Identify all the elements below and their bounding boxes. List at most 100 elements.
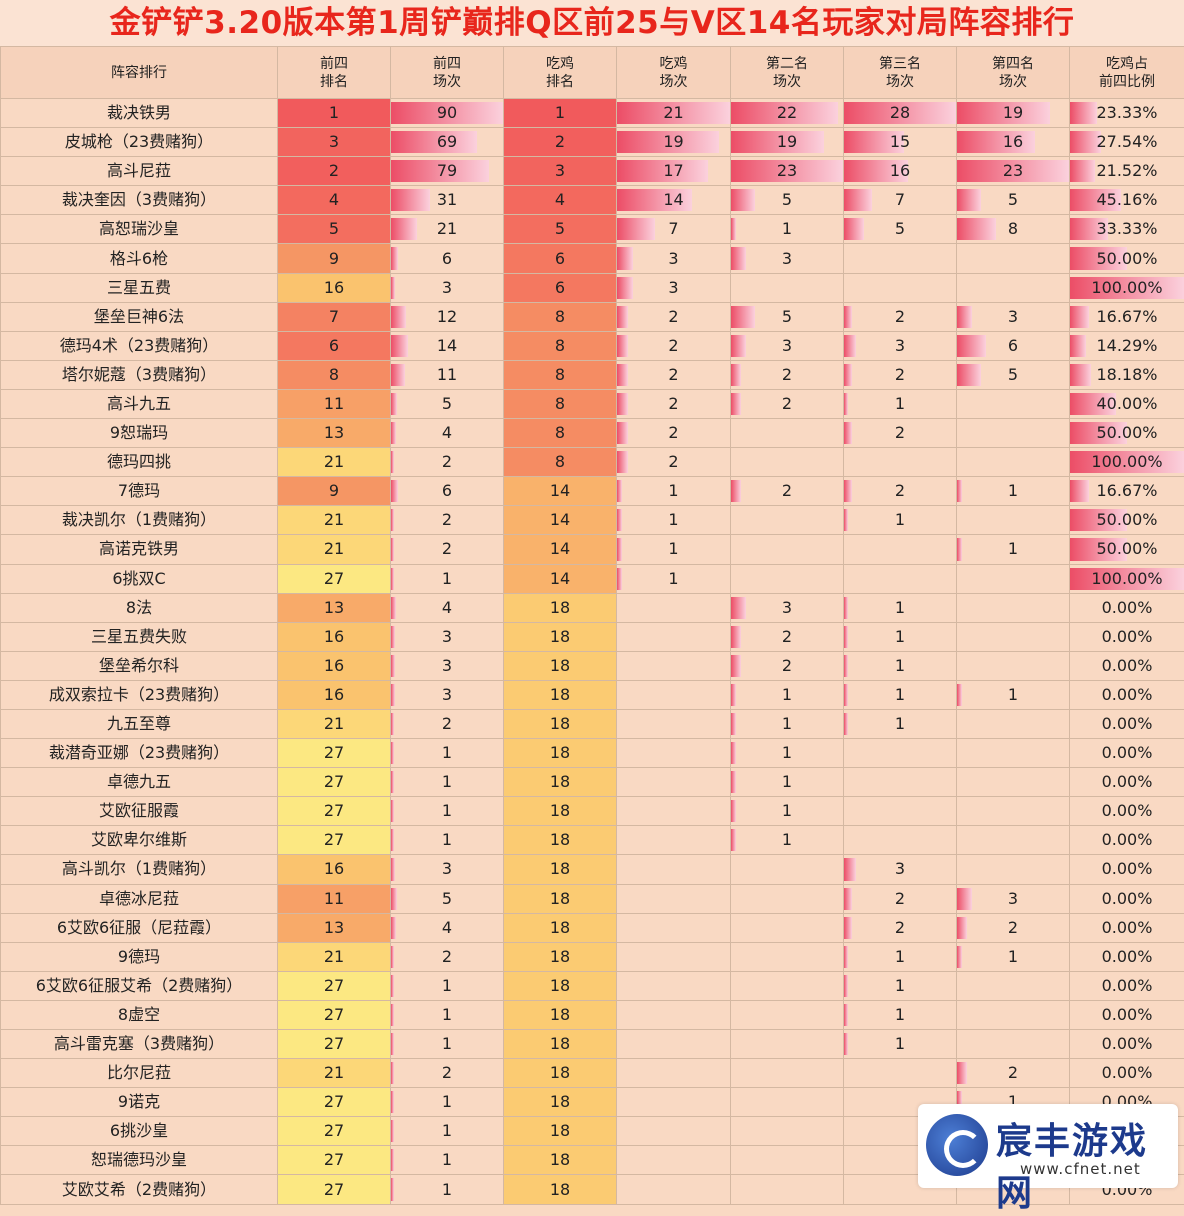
cell-value: 2 bbox=[782, 365, 792, 384]
win-rank-cell: 14 bbox=[504, 506, 617, 535]
lineup-name: 比尔尼菈 bbox=[1, 1059, 278, 1088]
cell-value: 1 bbox=[1008, 481, 1018, 500]
cell-value: 28 bbox=[890, 103, 910, 122]
win-ratio-cell: 16.67% bbox=[1070, 302, 1184, 331]
cell-value: 1 bbox=[895, 976, 905, 995]
lineup-name: 三星五费失败 bbox=[1, 622, 278, 651]
cell-value: 5 bbox=[1008, 190, 1018, 209]
top4-count-cell: 1 bbox=[391, 739, 504, 768]
cell-value: 5 bbox=[782, 190, 792, 209]
win-rank-cell: 8 bbox=[504, 419, 617, 448]
second-count-cell bbox=[731, 884, 844, 913]
second-count-cell bbox=[731, 971, 844, 1000]
win-rank-cell: 18 bbox=[504, 1146, 617, 1175]
second-count-cell bbox=[731, 1088, 844, 1117]
third-count-cell: 1 bbox=[844, 709, 957, 738]
top4-count-cell: 11 bbox=[391, 360, 504, 389]
cell-value: 23 bbox=[1003, 161, 1023, 180]
second-count-cell: 2 bbox=[731, 477, 844, 506]
top4-rank-cell: 5 bbox=[278, 215, 391, 244]
lineup-name: 成双索拉卡（23费赌狗） bbox=[1, 680, 278, 709]
cell-value: 0.00% bbox=[1102, 598, 1153, 617]
data-bar bbox=[731, 335, 746, 357]
lineup-name: 卓德冰尼菈 bbox=[1, 884, 278, 913]
data-bar bbox=[391, 568, 394, 590]
data-bar bbox=[731, 713, 736, 735]
data-bar bbox=[1070, 364, 1091, 386]
third-count-cell bbox=[844, 448, 957, 477]
data-bar bbox=[391, 597, 396, 619]
top4-rank-cell: 13 bbox=[278, 913, 391, 942]
cell-value: 1 bbox=[782, 801, 792, 820]
cell-value: 1 bbox=[895, 947, 905, 966]
top4-rank-cell: 3 bbox=[278, 128, 391, 157]
cell-value: 22 bbox=[777, 103, 797, 122]
data-bar bbox=[391, 422, 396, 444]
third-count-cell bbox=[844, 273, 957, 302]
cell-value: 3 bbox=[895, 859, 905, 878]
cell-value: 3 bbox=[442, 656, 452, 675]
data-bar bbox=[391, 218, 417, 240]
second-count-cell: 1 bbox=[731, 709, 844, 738]
fourth-count-cell bbox=[957, 244, 1070, 273]
cell-value: 0.00% bbox=[1102, 830, 1153, 849]
fourth-count-cell bbox=[957, 564, 1070, 593]
win-count-cell: 1 bbox=[617, 477, 731, 506]
cell-value: 14 bbox=[437, 336, 457, 355]
win-count-cell bbox=[617, 1117, 731, 1146]
win-count-cell bbox=[617, 651, 731, 680]
win-ratio-cell: 0.00% bbox=[1070, 942, 1184, 971]
data-bar bbox=[391, 189, 430, 211]
third-count-cell: 15 bbox=[844, 128, 957, 157]
data-bar bbox=[617, 335, 628, 357]
data-bar bbox=[391, 1004, 394, 1026]
fourth-count-cell: 2 bbox=[957, 1059, 1070, 1088]
data-bar bbox=[844, 684, 848, 706]
cell-value: 5 bbox=[895, 219, 905, 238]
win-ratio-cell: 0.00% bbox=[1070, 971, 1184, 1000]
top4-count-cell: 69 bbox=[391, 128, 504, 157]
lineup-name: 德玛四挑 bbox=[1, 448, 278, 477]
second-count-cell bbox=[731, 273, 844, 302]
top4-rank-cell: 27 bbox=[278, 971, 391, 1000]
fourth-count-cell bbox=[957, 971, 1070, 1000]
header-win-rank: 吃鸡排名 bbox=[504, 47, 617, 99]
data-bar bbox=[391, 247, 398, 269]
data-bar bbox=[391, 306, 406, 328]
data-bar bbox=[731, 742, 736, 764]
top4-count-cell: 2 bbox=[391, 506, 504, 535]
data-bar bbox=[731, 829, 736, 851]
second-count-cell: 2 bbox=[731, 389, 844, 418]
fourth-count-cell: 3 bbox=[957, 302, 1070, 331]
top4-rank-cell: 6 bbox=[278, 331, 391, 360]
data-bar bbox=[844, 713, 848, 735]
second-count-cell: 5 bbox=[731, 302, 844, 331]
data-bar bbox=[731, 597, 746, 619]
cell-value: 2 bbox=[895, 307, 905, 326]
cell-value: 1 bbox=[1008, 539, 1018, 558]
cell-value: 23.33% bbox=[1096, 103, 1157, 122]
top4-rank-cell: 16 bbox=[278, 680, 391, 709]
top4-rank-cell: 27 bbox=[278, 1088, 391, 1117]
win-rank-cell: 18 bbox=[504, 709, 617, 738]
cell-value: 0.00% bbox=[1102, 1034, 1153, 1053]
cell-value: 1 bbox=[442, 1092, 452, 1111]
lineup-name: 6挑沙皇 bbox=[1, 1117, 278, 1146]
win-rank-cell: 18 bbox=[504, 826, 617, 855]
second-count-cell bbox=[731, 1146, 844, 1175]
header-fourth-count: 第四名场次 bbox=[957, 47, 1070, 99]
cell-value: 50.00% bbox=[1096, 510, 1157, 529]
lineup-name: 九五至尊 bbox=[1, 709, 278, 738]
win-ratio-cell: 0.00% bbox=[1070, 651, 1184, 680]
win-count-cell bbox=[617, 1175, 731, 1204]
top4-rank-cell: 21 bbox=[278, 1059, 391, 1088]
